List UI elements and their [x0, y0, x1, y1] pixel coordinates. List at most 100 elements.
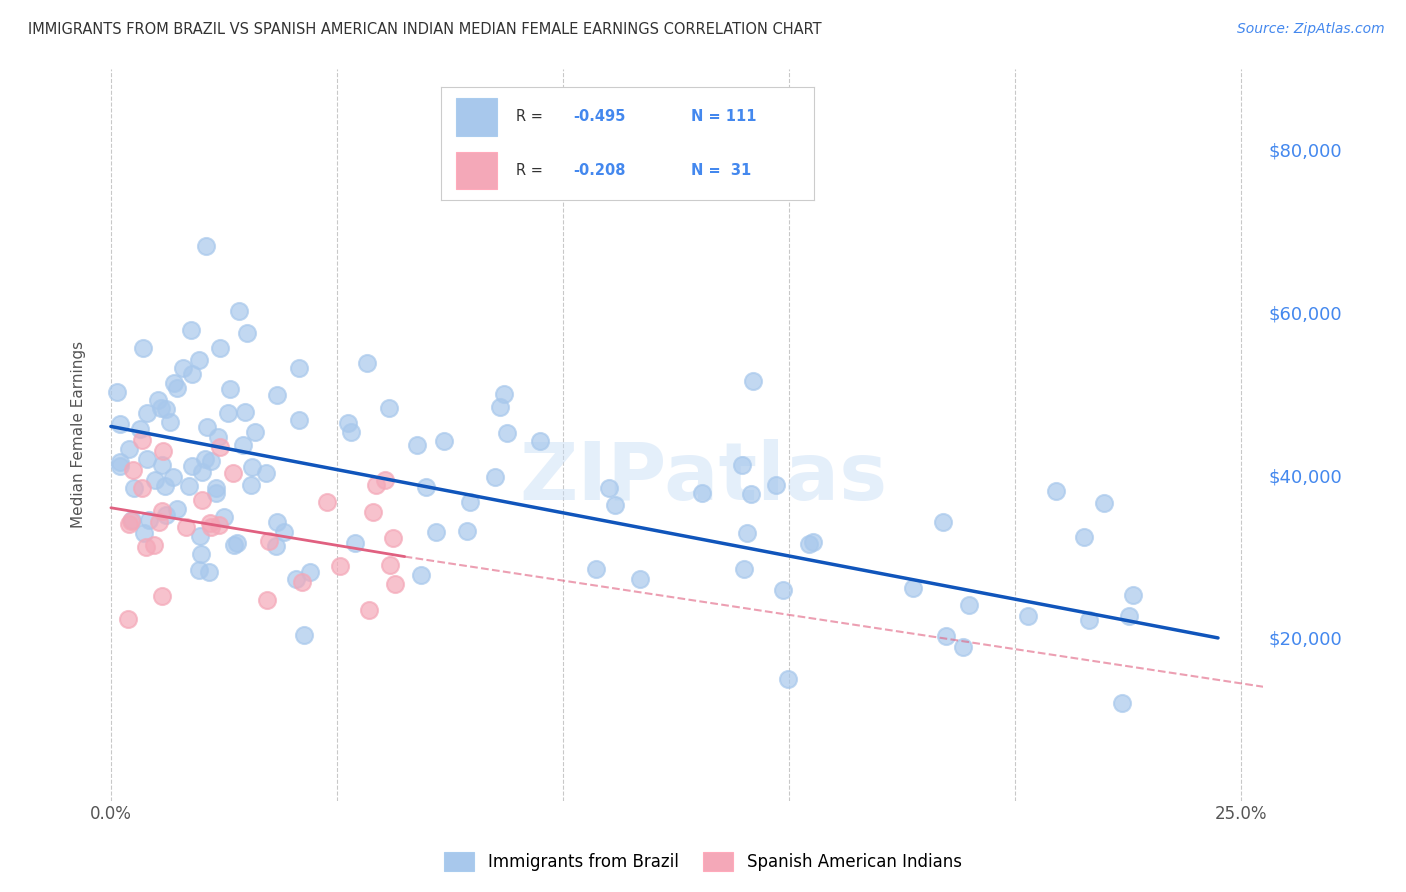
- Immigrants from Brazil: [433, 434, 456, 449]
- Spanish American Indians: [382, 532, 405, 546]
- Immigrants from Brazil: [219, 383, 242, 397]
- Immigrants from Brazil: [772, 583, 794, 598]
- Immigrants from Brazil: [740, 487, 762, 501]
- Immigrants from Brazil: [188, 563, 211, 577]
- Spanish American Indians: [118, 516, 141, 531]
- Immigrants from Brazil: [179, 479, 201, 493]
- Immigrants from Brazil: [1118, 609, 1140, 624]
- Spanish American Indians: [208, 517, 231, 532]
- Immigrants from Brazil: [266, 516, 288, 530]
- Immigrants from Brazil: [190, 548, 212, 562]
- Immigrants from Brazil: [187, 353, 209, 368]
- Immigrants from Brazil: [222, 538, 245, 552]
- Spanish American Indians: [135, 540, 157, 554]
- Immigrants from Brazil: [932, 515, 955, 529]
- Immigrants from Brazil: [132, 525, 155, 540]
- Immigrants from Brazil: [298, 565, 321, 579]
- Immigrants from Brazil: [415, 480, 437, 494]
- Immigrants from Brazil: [801, 535, 824, 549]
- Immigrants from Brazil: [935, 629, 957, 643]
- Immigrants from Brazil: [233, 404, 256, 418]
- Spanish American Indians: [117, 612, 139, 626]
- Immigrants from Brazil: [489, 400, 512, 414]
- Immigrants from Brazil: [778, 672, 800, 686]
- Immigrants from Brazil: [143, 473, 166, 487]
- Immigrants from Brazil: [285, 573, 308, 587]
- Immigrants from Brazil: [1111, 696, 1133, 710]
- Immigrants from Brazil: [1092, 496, 1115, 510]
- Immigrants from Brazil: [733, 562, 755, 576]
- Immigrants from Brazil: [190, 465, 212, 479]
- Immigrants from Brazil: [603, 498, 626, 512]
- Immigrants from Brazil: [205, 486, 228, 500]
- Immigrants from Brazil: [207, 430, 229, 444]
- Text: ZIPatlas: ZIPatlas: [519, 440, 887, 517]
- Immigrants from Brazil: [205, 481, 228, 495]
- Spanish American Indians: [364, 478, 387, 492]
- Spanish American Indians: [121, 463, 143, 477]
- Immigrants from Brazil: [166, 381, 188, 395]
- Immigrants from Brazil: [343, 536, 366, 550]
- Immigrants from Brazil: [901, 582, 924, 596]
- Spanish American Indians: [329, 558, 352, 573]
- Spanish American Indians: [384, 577, 406, 591]
- Spanish American Indians: [221, 466, 243, 480]
- Spanish American Indians: [152, 444, 174, 458]
- Spanish American Indians: [131, 433, 153, 447]
- Spanish American Indians: [316, 494, 339, 508]
- Spanish American Indians: [291, 574, 314, 589]
- Spanish American Indians: [374, 474, 396, 488]
- Spanish American Indians: [150, 503, 173, 517]
- Immigrants from Brazil: [731, 458, 754, 472]
- Immigrants from Brazil: [212, 509, 235, 524]
- Immigrants from Brazil: [172, 360, 194, 375]
- Immigrants from Brazil: [484, 470, 506, 484]
- Immigrants from Brazil: [957, 599, 980, 613]
- Immigrants from Brazil: [198, 565, 221, 579]
- Immigrants from Brazil: [181, 458, 204, 473]
- Immigrants from Brazil: [1017, 609, 1039, 624]
- Immigrants from Brazil: [181, 368, 204, 382]
- Immigrants from Brazil: [218, 406, 240, 420]
- Spanish American Indians: [378, 558, 401, 572]
- Immigrants from Brazil: [121, 513, 143, 527]
- Immigrants from Brazil: [155, 402, 177, 417]
- Immigrants from Brazil: [159, 415, 181, 429]
- Immigrants from Brazil: [108, 458, 131, 473]
- Legend: Immigrants from Brazil, Spanish American Indians: Immigrants from Brazil, Spanish American…: [436, 843, 970, 880]
- Immigrants from Brazil: [194, 452, 217, 467]
- Immigrants from Brazil: [735, 525, 758, 540]
- Immigrants from Brazil: [197, 420, 219, 434]
- Spanish American Indians: [198, 516, 221, 530]
- Immigrants from Brazil: [425, 524, 447, 539]
- Immigrants from Brazil: [952, 640, 974, 654]
- Immigrants from Brazil: [240, 459, 263, 474]
- Immigrants from Brazil: [148, 393, 170, 408]
- Text: IMMIGRANTS FROM BRAZIL VS SPANISH AMERICAN INDIAN MEDIAN FEMALE EARNINGS CORRELA: IMMIGRANTS FROM BRAZIL VS SPANISH AMERIC…: [28, 22, 821, 37]
- Immigrants from Brazil: [1073, 530, 1095, 544]
- Y-axis label: Median Female Earnings: Median Female Earnings: [72, 341, 86, 528]
- Spanish American Indians: [150, 589, 173, 603]
- Immigrants from Brazil: [495, 425, 517, 440]
- Immigrants from Brazil: [356, 355, 378, 369]
- Spanish American Indians: [120, 514, 142, 528]
- Immigrants from Brazil: [456, 524, 478, 538]
- Immigrants from Brazil: [200, 454, 222, 468]
- Spanish American Indians: [200, 520, 222, 534]
- Immigrants from Brazil: [155, 508, 177, 522]
- Spanish American Indians: [190, 493, 212, 508]
- Immigrants from Brazil: [118, 442, 141, 457]
- Immigrants from Brazil: [458, 495, 481, 509]
- Immigrants from Brazil: [598, 481, 620, 495]
- Spanish American Indians: [257, 534, 280, 549]
- Immigrants from Brazil: [406, 437, 429, 451]
- Immigrants from Brazil: [243, 425, 266, 440]
- Immigrants from Brazil: [150, 401, 173, 416]
- Immigrants from Brazil: [232, 437, 254, 451]
- Immigrants from Brazil: [138, 513, 160, 527]
- Immigrants from Brazil: [254, 467, 277, 481]
- Immigrants from Brazil: [1045, 483, 1067, 498]
- Immigrants from Brazil: [166, 502, 188, 516]
- Spanish American Indians: [256, 593, 278, 607]
- Immigrants from Brazil: [195, 239, 218, 253]
